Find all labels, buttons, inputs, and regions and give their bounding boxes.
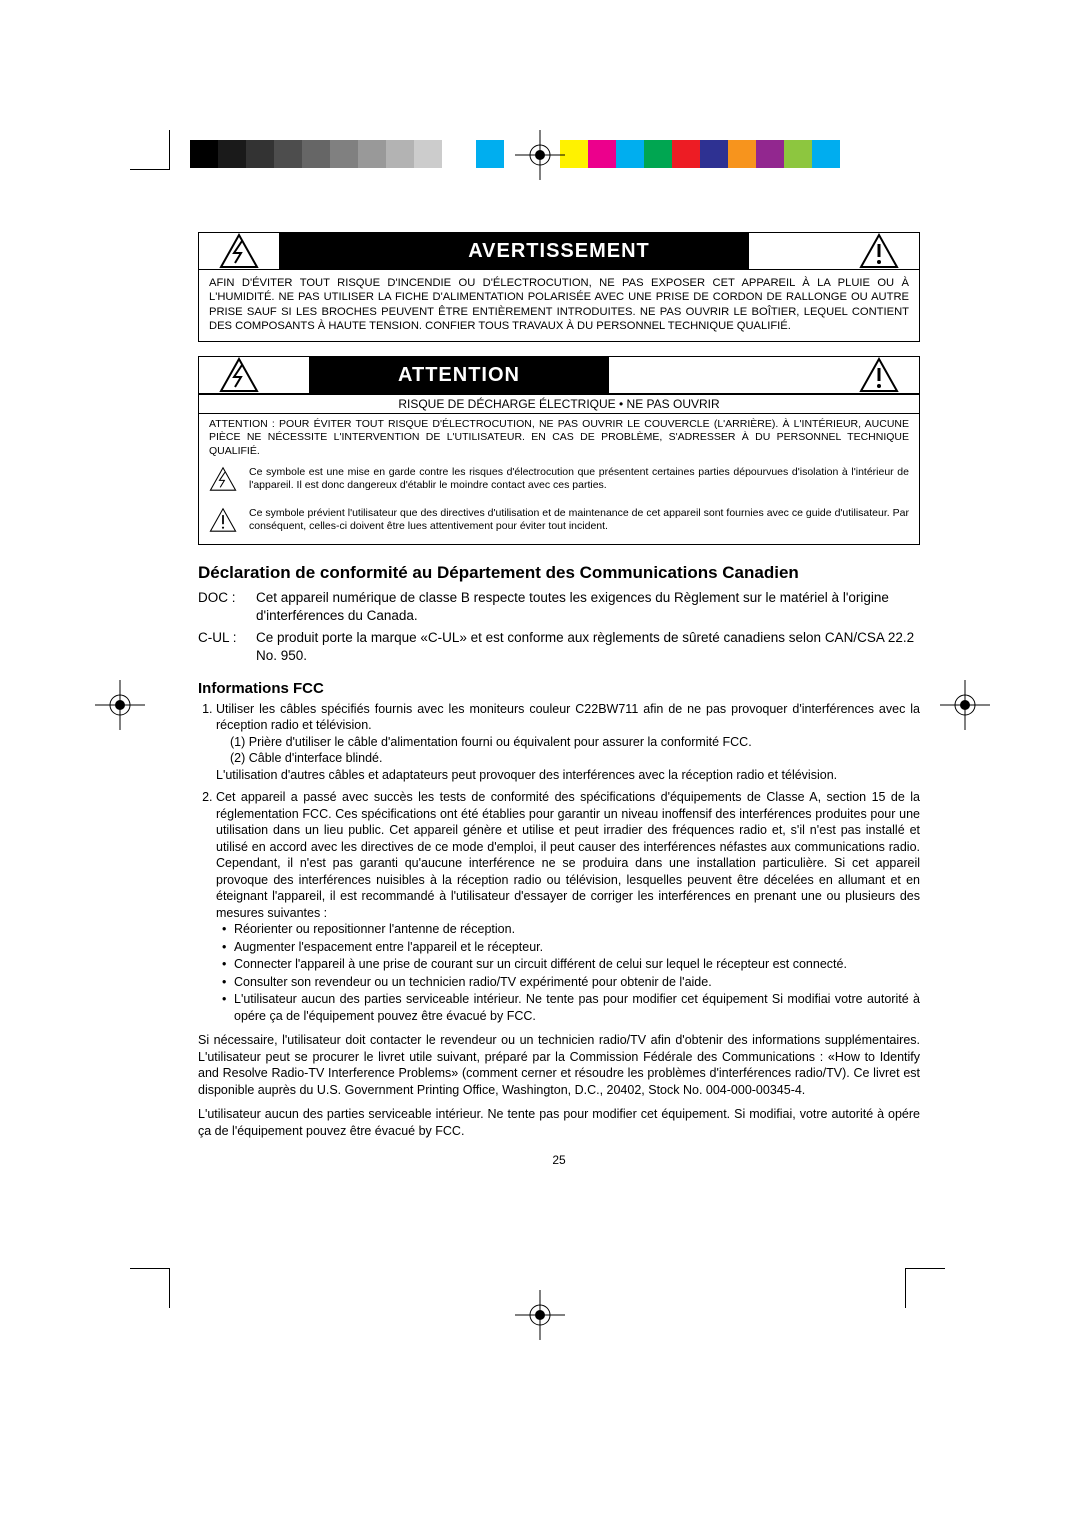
fcc-list: Utiliser les câbles spécifiés fournis av… <box>198 701 920 1025</box>
swatch <box>728 140 756 168</box>
list-item: L'utilisateur aucun des parties servicea… <box>222 991 920 1024</box>
swatch <box>302 140 330 168</box>
lightning-triangle-icon <box>209 466 239 497</box>
exclamation-triangle-icon <box>209 507 239 538</box>
color-swatches <box>560 140 840 168</box>
grayscale-swatches <box>190 140 504 168</box>
fcc-bullets: Réorienter ou repositionner l'antenne de… <box>216 921 920 1024</box>
fcc-item1-sub2: (2) Câble d'interface blindé. <box>216 750 920 767</box>
doc-text: Cet appareil numérique de classe B respe… <box>256 589 920 625</box>
swatch <box>616 140 644 168</box>
page-content: AVERTISSEMENT AFIN D'ÉVITER TOUT RISQUE … <box>198 232 920 1167</box>
symbol-row: Ce symbole prévient l'utilisateur que de… <box>199 503 919 544</box>
list-item: Utiliser les câbles spécifiés fournis av… <box>216 701 920 784</box>
crop-mark <box>905 1268 945 1308</box>
swatch <box>190 140 218 168</box>
swatch <box>414 140 442 168</box>
conformity-heading: Déclaration de conformité au Département… <box>198 563 920 583</box>
swatch <box>672 140 700 168</box>
lightning-triangle-icon <box>199 233 279 269</box>
cul-label: C-UL : <box>198 629 256 665</box>
swatch <box>700 140 728 168</box>
page-number: 25 <box>198 1153 920 1167</box>
warning-box: AVERTISSEMENT AFIN D'ÉVITER TOUT RISQUE … <box>198 232 920 342</box>
warning-body: AFIN D'ÉVITER TOUT RISQUE D'INCENDIE OU … <box>199 270 919 341</box>
registration-target-icon <box>515 130 565 180</box>
list-item: Connecter l'appareil à une prise de cour… <box>222 956 920 973</box>
list-item: Augmenter l'espacement entre l'appareil … <box>222 939 920 956</box>
fcc-para2: L'utilisateur aucun des parties servicea… <box>198 1106 920 1139</box>
fcc-item1-sub1: (1) Prière d'utiliser le câble d'aliment… <box>216 734 920 751</box>
fcc-item2-lead: Cet appareil a passé avec succès les tes… <box>216 790 920 920</box>
fcc-para1: Si nécessaire, l'utilisateur doit contac… <box>198 1032 920 1098</box>
doc-row: DOC : Cet appareil numérique de classe B… <box>198 589 920 625</box>
swatch <box>588 140 616 168</box>
fcc-heading: Informations FCC <box>198 680 920 697</box>
exclamation-triangle-icon <box>839 357 919 393</box>
lightning-triangle-icon <box>199 357 279 393</box>
crop-mark <box>130 1268 170 1308</box>
swatch <box>476 140 504 168</box>
fcc-item1-lead: Utiliser les câbles spécifiés fournis av… <box>216 702 920 733</box>
list-item: Consulter son revendeur ou un technicien… <box>222 974 920 991</box>
symbol-text: Ce symbole prévient l'utilisateur que de… <box>249 507 909 533</box>
swatch <box>218 140 246 168</box>
registration-target-icon <box>95 680 145 730</box>
symbol-row: Ce symbole est une mise en garde contre … <box>199 462 919 503</box>
swatch <box>784 140 812 168</box>
swatch <box>756 140 784 168</box>
registration-target-icon <box>515 1290 565 1340</box>
registration-target-icon <box>940 680 990 730</box>
swatch <box>330 140 358 168</box>
swatch <box>386 140 414 168</box>
swatch <box>274 140 302 168</box>
swatch <box>812 140 840 168</box>
list-item: Réorienter ou repositionner l'antenne de… <box>222 921 920 938</box>
exclamation-triangle-icon <box>839 233 919 269</box>
cul-row: C-UL : Ce produit porte la marque «C-UL»… <box>198 629 920 665</box>
crop-mark <box>130 130 170 170</box>
warning-title: AVERTISSEMENT <box>369 233 749 269</box>
attention-title: ATTENTION <box>309 357 609 393</box>
symbol-text: Ce symbole est une mise en garde contre … <box>249 466 909 492</box>
attention-caption: ATTENTION : POUR ÉVITER TOUT RISQUE D'ÉL… <box>199 414 919 461</box>
list-item: Cet appareil a passé avec succès les tes… <box>216 789 920 1024</box>
attention-subtitle: RISQUE DE DÉCHARGE ÉLECTRIQUE • NE PAS O… <box>199 394 919 414</box>
attention-box: ATTENTION RISQUE DE DÉCHARGE ÉLECTRIQUE … <box>198 356 920 544</box>
swatch <box>358 140 386 168</box>
swatch <box>442 140 470 168</box>
swatch <box>246 140 274 168</box>
fcc-item1-note: L'utilisation d'autres câbles et adaptat… <box>216 767 920 784</box>
swatch <box>644 140 672 168</box>
cul-text: Ce produit porte la marque «C-UL» et est… <box>256 629 920 665</box>
doc-label: DOC : <box>198 589 256 625</box>
